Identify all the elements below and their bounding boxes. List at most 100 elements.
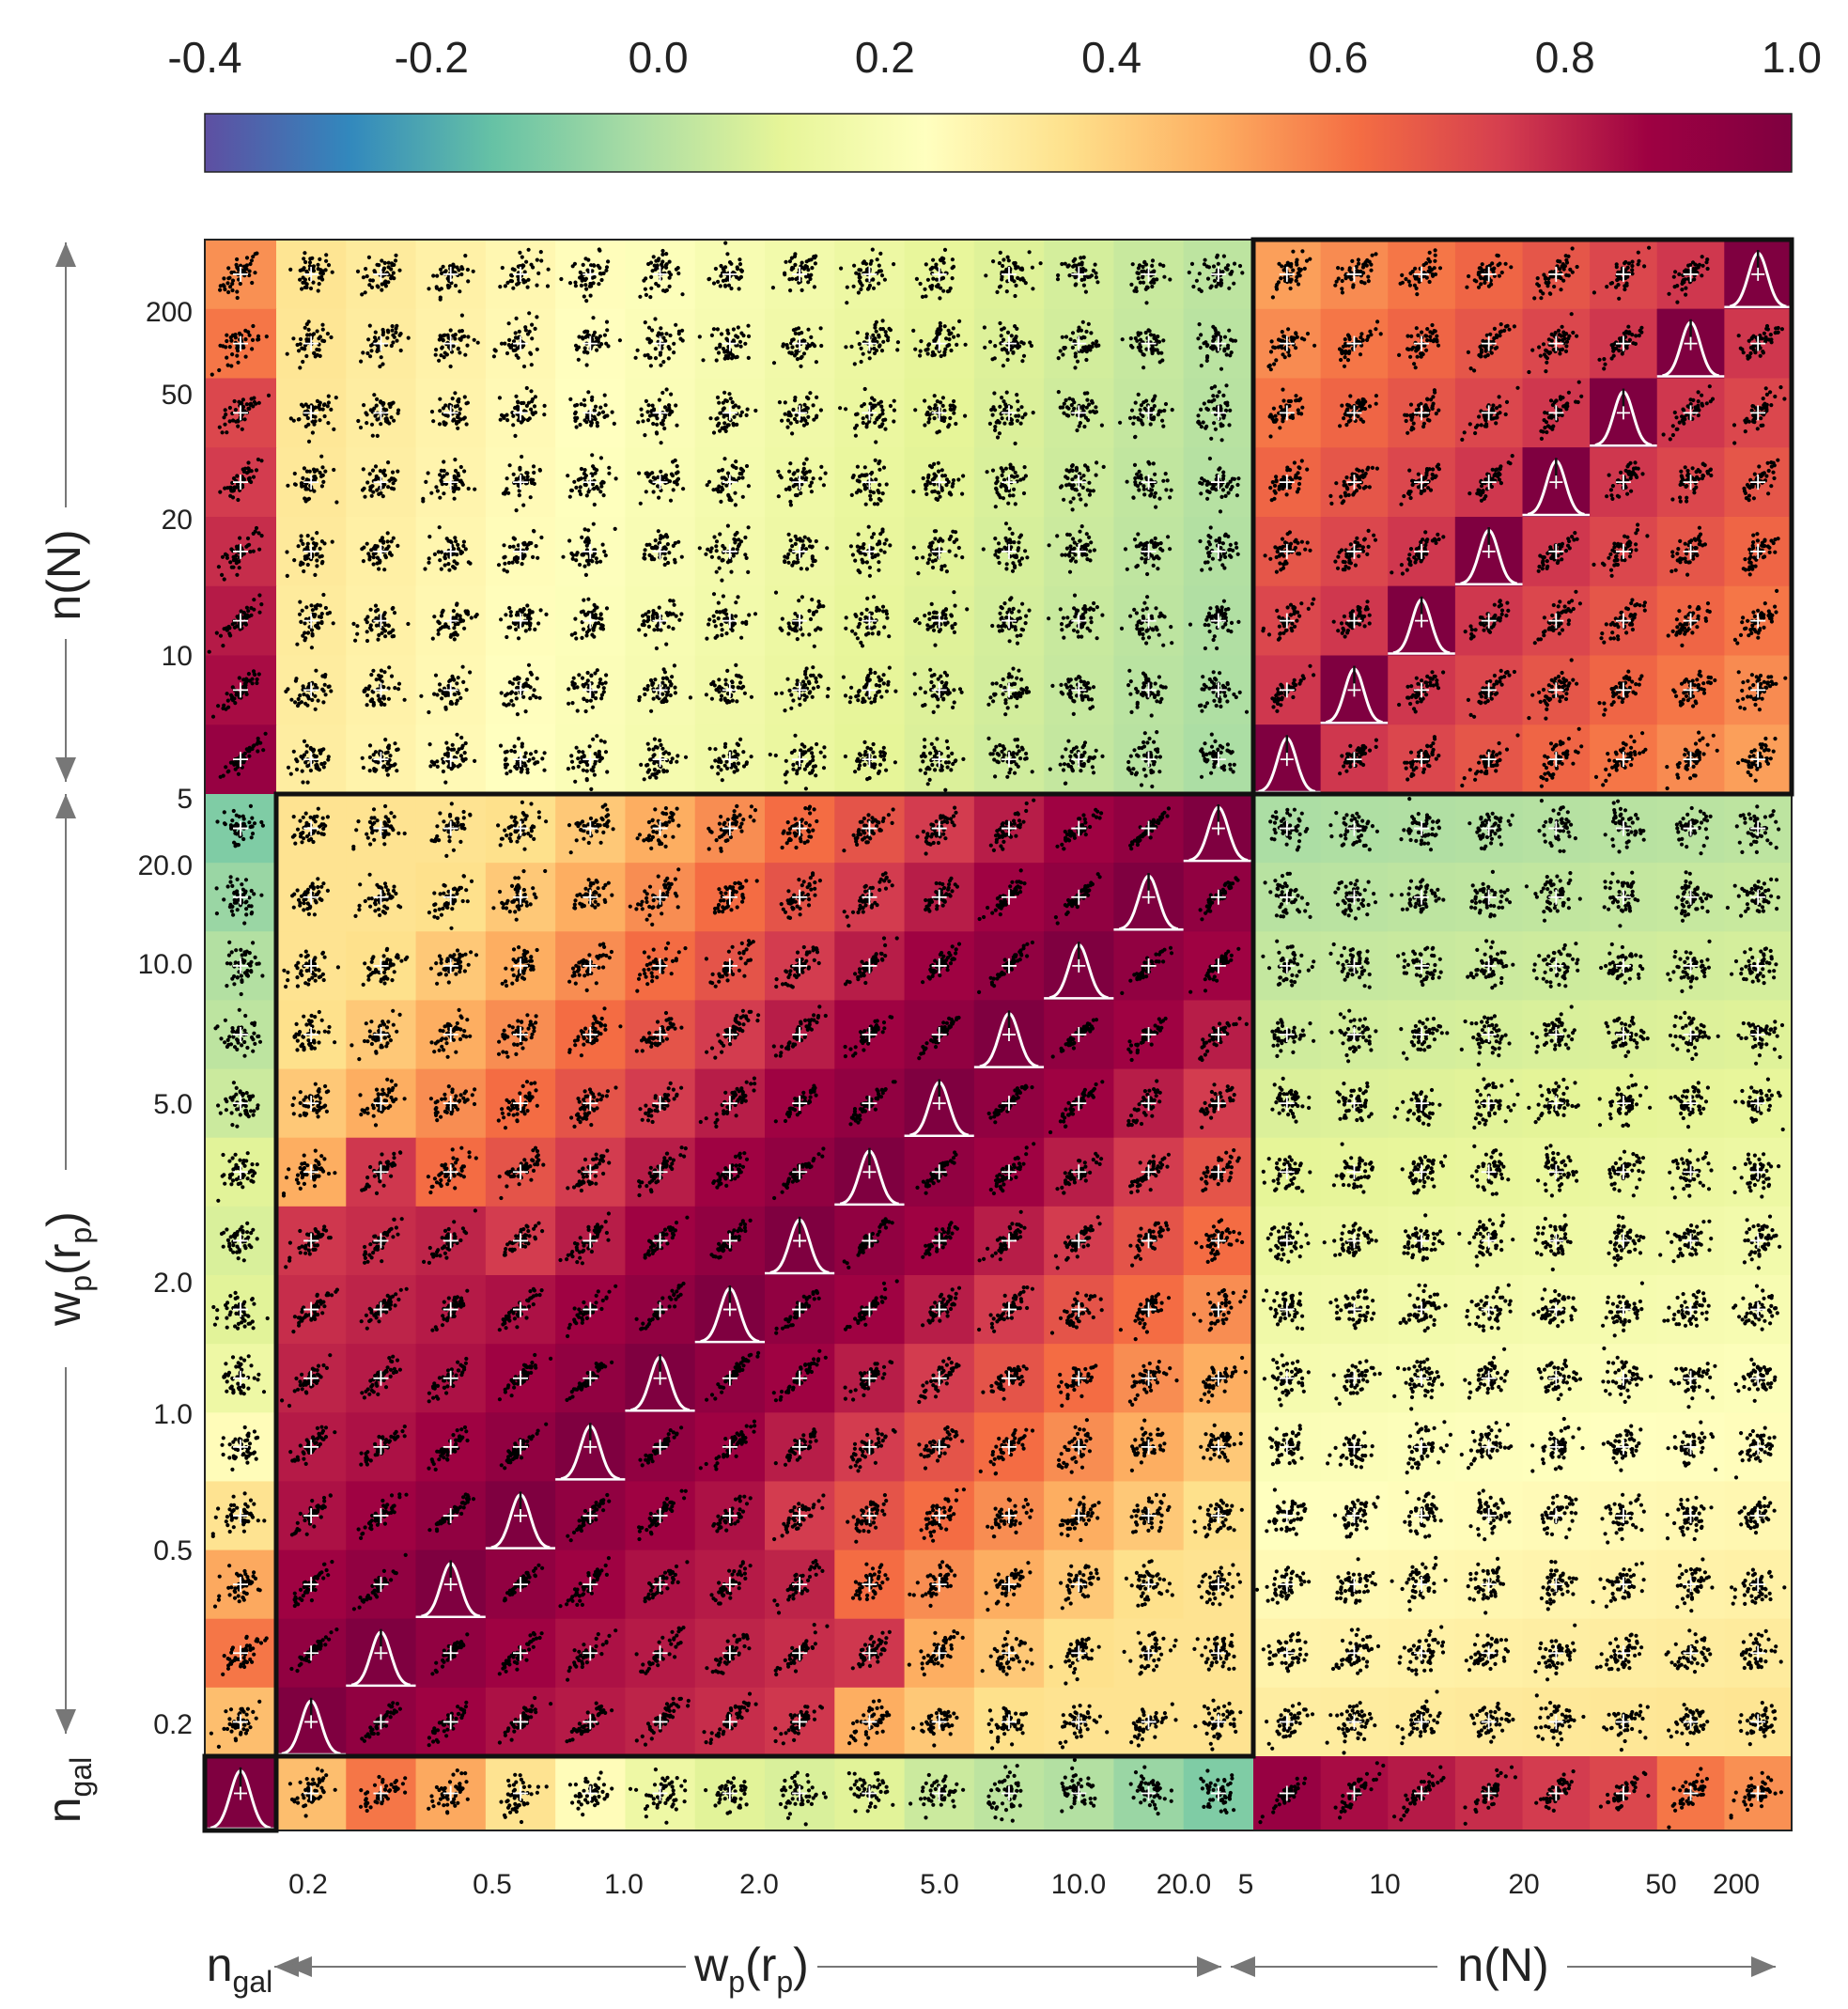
mean-cross (1414, 335, 1430, 351)
mean-cross (1141, 266, 1157, 282)
mean-cross (1210, 958, 1226, 973)
mean-cross (582, 475, 598, 491)
mean-cross (1481, 1439, 1497, 1455)
mean-cross (1210, 1027, 1226, 1042)
y-axis-label-wp-sub: p (64, 1275, 98, 1292)
mean-cross (443, 752, 458, 768)
scatter-points (1405, 1420, 1453, 1475)
mean-cross (792, 1785, 808, 1801)
y-tick-label-nN: 50 (162, 380, 193, 411)
mean-cross (1141, 1508, 1157, 1523)
scatter-points (635, 806, 681, 850)
matrix-cell (205, 1618, 277, 1689)
mean-cross (931, 889, 947, 905)
mean-cross (931, 266, 947, 282)
matrix-cell (1522, 1000, 1591, 1070)
matrix-cell (1044, 447, 1115, 518)
matrix-cell (1656, 1756, 1725, 1831)
matrix-cell (1183, 1344, 1254, 1413)
mean-cross (1210, 1714, 1226, 1730)
mean-cross (1279, 1233, 1295, 1249)
matrix-cell (1522, 1618, 1591, 1689)
y-axis-label-nN: n(N) (38, 529, 90, 620)
mean-cross (303, 1164, 319, 1180)
mean-cross (1002, 543, 1017, 559)
mean-cross (1615, 1096, 1631, 1112)
mean-cross (1750, 1096, 1766, 1112)
matrix-cell (1656, 1068, 1725, 1139)
matrix-cell (904, 1481, 975, 1551)
matrix-cell (625, 1275, 696, 1345)
mean-cross (652, 889, 668, 905)
matrix-cell (765, 1687, 835, 1757)
mean-cross (1414, 475, 1430, 491)
mean-cross (443, 1164, 458, 1180)
mean-cross (443, 335, 458, 351)
matrix-cell (485, 1687, 556, 1757)
matrix-cell (205, 308, 277, 380)
matrix-cell (1590, 794, 1658, 864)
mean-cross (792, 335, 808, 351)
mean-cross (652, 820, 668, 836)
mean-cross (1141, 613, 1157, 629)
mean-cross (1346, 1645, 1362, 1661)
mean-cross (652, 1233, 668, 1249)
mean-cross (1615, 1301, 1631, 1317)
matrix-cell (205, 1481, 277, 1551)
matrix-cell (555, 1618, 627, 1689)
mean-cross (582, 543, 598, 559)
scatter-points (358, 1077, 407, 1128)
mean-cross (1141, 1577, 1157, 1593)
matrix-cell (765, 1275, 835, 1345)
scatter-points (1118, 1292, 1172, 1342)
scatter-points (1662, 1289, 1711, 1328)
mean-cross (792, 266, 808, 282)
scatter-points (559, 247, 611, 304)
matrix-cell (1454, 1275, 1524, 1345)
mean-cross (1346, 1164, 1362, 1180)
matrix-cell (1454, 931, 1524, 1002)
scatter-points (1739, 1628, 1783, 1671)
mean-cross (373, 1096, 389, 1112)
mean-cross (1414, 1645, 1430, 1661)
y-arrow-nN-down-head (55, 757, 76, 782)
mean-cross (1750, 1439, 1766, 1455)
mean-cross (792, 1439, 808, 1455)
mean-cross (1683, 1027, 1699, 1042)
scatter-points (1599, 942, 1645, 985)
mean-cross (652, 335, 668, 351)
matrix-cell (1253, 308, 1322, 380)
matrix-cell (973, 863, 1045, 932)
mean-cross (652, 1439, 668, 1455)
mean-cross (1210, 543, 1226, 559)
matrix-cell (1044, 1481, 1115, 1551)
scatter-points (1056, 390, 1105, 433)
matrix-cell (276, 585, 347, 657)
mean-cross (582, 405, 598, 421)
scatter-points (362, 665, 407, 708)
mean-cross (931, 405, 947, 421)
matrix-cell (1522, 1344, 1591, 1413)
mean-cross (931, 752, 947, 768)
matrix-cell (276, 794, 347, 864)
matrix-cell (1590, 1000, 1658, 1070)
mean-cross (1615, 1785, 1631, 1801)
matrix-cell (625, 1550, 696, 1620)
y-axis-label-ngal: ngal (38, 1757, 98, 1824)
y-arrow-wp-up-head (55, 794, 76, 818)
mean-cross (233, 543, 248, 559)
matrix-cell (1183, 1756, 1254, 1831)
matrix-cell (904, 931, 975, 1002)
matrix-cell (1590, 1412, 1658, 1483)
scatter-points (984, 250, 1043, 299)
matrix-cell (1522, 1550, 1591, 1620)
mean-cross (1750, 1714, 1766, 1730)
y-tick-label-wp: 0.5 (153, 1535, 193, 1566)
mean-cross (233, 682, 248, 698)
matrix-cell (1113, 1206, 1185, 1276)
matrix-cell (904, 1206, 975, 1276)
scatter-points (1674, 805, 1713, 856)
matrix-cell (904, 1756, 975, 1831)
matrix-cell (485, 1206, 556, 1276)
matrix-cell (973, 1618, 1045, 1689)
